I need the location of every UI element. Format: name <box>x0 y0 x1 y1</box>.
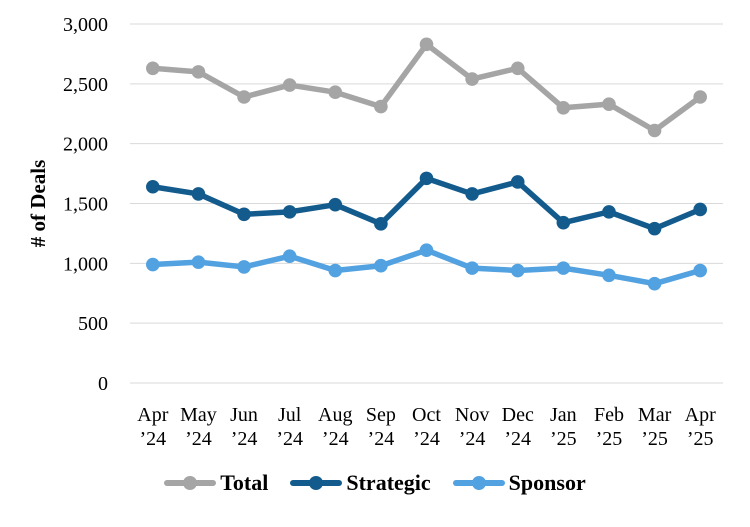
series-point-strategic <box>282 205 297 219</box>
series-point-sponsor <box>282 249 297 263</box>
series-point-strategic <box>510 175 525 189</box>
chart-legend: Total Strategic Sponsor <box>0 472 750 494</box>
series-point-strategic <box>465 187 479 201</box>
series-point-total <box>237 90 251 104</box>
x-axis-tick-label: May ’24 <box>180 404 217 450</box>
x-axis-tick-label: Apr ’24 <box>137 404 168 450</box>
y-axis-tick-label: 0 <box>98 373 108 395</box>
series-point-total <box>556 100 571 115</box>
series-point-strategic <box>602 205 616 219</box>
y-axis-tick-label: 500 <box>78 313 108 335</box>
series-point-total <box>146 61 160 76</box>
deals-line-chart: 0 500 1,000 1,500 2,000 2,500 3,000 # of Deals A… <box>26 14 723 450</box>
total-series-marker-icon <box>164 475 217 491</box>
series-point-total <box>374 99 388 114</box>
x-axis-tick-label: Mar ’25 <box>638 404 672 450</box>
y-axis-tick-label: 1,500 <box>63 194 108 216</box>
legend-label-total: Total <box>220 470 269 495</box>
series-point-total <box>510 61 525 76</box>
series-point-sponsor <box>556 261 571 275</box>
series-point-sponsor <box>647 276 662 291</box>
series-point-total <box>419 37 434 52</box>
legend-item-total: Total <box>164 472 268 494</box>
series-point-total <box>328 85 343 100</box>
x-axis-tick-label: Jan ’25 <box>550 404 577 450</box>
series-point-sponsor <box>328 263 343 278</box>
series-point-sponsor <box>237 260 251 274</box>
series-point-strategic <box>328 197 343 212</box>
strategic-series-marker-icon <box>290 475 343 491</box>
series-point-strategic <box>556 215 571 230</box>
series-point-sponsor <box>146 257 160 272</box>
series-point-sponsor <box>191 255 206 269</box>
legend-label-strategic: Strategic <box>346 470 431 495</box>
x-axis-tick-label: Jun ’24 <box>230 404 258 450</box>
legend-item-sponsor: Sponsor <box>452 470 586 495</box>
y-axis-tick-label: 2,000 <box>63 134 108 156</box>
series-point-sponsor <box>419 243 434 257</box>
x-axis-tick-label: Nov ’24 <box>455 404 489 450</box>
legend-item-strategic: Strategic <box>290 470 431 495</box>
series-point-sponsor <box>510 263 525 278</box>
x-axis-tick-label: Feb ’25 <box>594 404 624 450</box>
series-point-strategic <box>647 221 662 236</box>
x-axis-tick-label: Jul ’24 <box>276 404 303 450</box>
series-point-sponsor <box>374 258 388 273</box>
series-point-strategic <box>374 217 388 231</box>
series-point-total <box>465 72 479 86</box>
y-axis-tick-label: 3,000 <box>63 14 108 36</box>
series-point-strategic <box>237 207 251 222</box>
series-point-total <box>647 123 662 138</box>
y-axis-tick-label: 1,000 <box>63 253 108 275</box>
series-point-total <box>602 97 616 111</box>
x-axis-tick-label: Dec ’24 <box>502 404 534 450</box>
x-axis-tick-label: Aug ’24 <box>318 404 352 450</box>
series-point-total <box>282 78 297 92</box>
series-point-strategic <box>693 202 707 217</box>
series-point-sponsor <box>465 261 479 275</box>
y-axis-tick-label: 2,500 <box>63 74 108 96</box>
x-axis-tick-label: Sep ’24 <box>366 404 396 450</box>
series-point-strategic <box>191 187 206 201</box>
x-axis-tick-label: Oct ’24 <box>412 404 441 450</box>
series-point-strategic <box>419 171 434 186</box>
series-point-sponsor <box>602 268 616 283</box>
series-point-total <box>693 90 707 104</box>
sponsor-series-marker-icon <box>452 475 505 491</box>
y-axis-title: # of Deals <box>26 160 50 248</box>
series-point-sponsor <box>693 263 707 278</box>
series-point-total <box>191 65 206 79</box>
x-axis-tick-label: Apr ’25 <box>685 404 716 450</box>
legend-label-sponsor: Sponsor <box>508 470 586 495</box>
series-line-total <box>150 41 703 134</box>
series-point-strategic <box>146 179 160 194</box>
